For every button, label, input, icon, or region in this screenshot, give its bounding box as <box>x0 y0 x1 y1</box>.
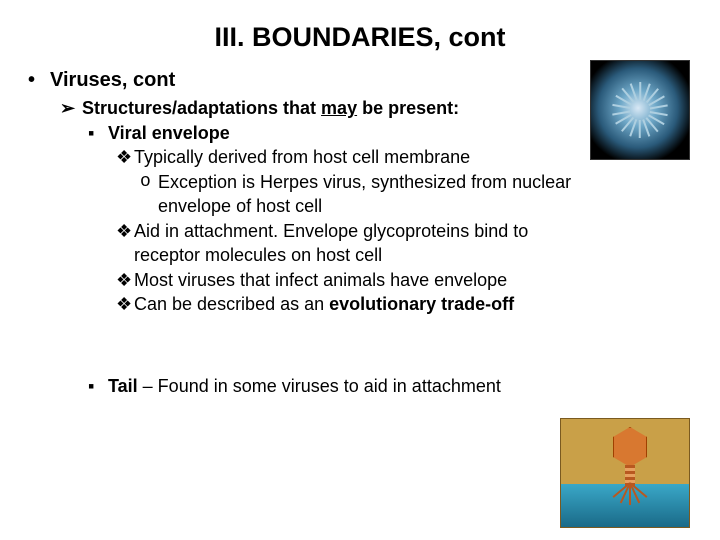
bullet-circle-icon: o <box>140 171 158 194</box>
exception-line-1: Exception is Herpes virus, synthesized f… <box>158 171 571 194</box>
item-text: Most viruses that infect animals have en… <box>134 269 507 292</box>
bullet-level-4: ❖ Most viruses that infect animals have … <box>116 269 700 292</box>
bacteriophage-image <box>560 418 690 528</box>
virus-image <box>590 60 690 160</box>
virus-spikes-icon <box>612 82 668 138</box>
exception-line-2: envelope of host cell <box>158 195 322 218</box>
item-line-2: receptor molecules on host cell <box>134 244 382 267</box>
tail-rest: – Found in some viruses to aid in attach… <box>138 376 501 396</box>
lvl2-text: Structures/adaptations that may be prese… <box>82 98 459 119</box>
bullet-level-5-cont: envelope of host cell <box>140 195 700 218</box>
lvl1-text: Viruses, cont <box>50 69 175 92</box>
lvl2-underlined: may <box>321 98 357 118</box>
bullet-level-4: ❖ Can be described as an evolutionary tr… <box>116 293 700 316</box>
item-prefix: Can be described as an <box>134 294 329 314</box>
bullet-arrow-icon: ➢ <box>60 98 82 119</box>
bullet-square-icon: ▪ <box>88 376 108 397</box>
bullet-diamond-icon: ❖ <box>116 293 134 316</box>
item-bold: evolutionary trade-off <box>329 294 514 314</box>
lvl2-suffix: be present: <box>357 98 459 118</box>
spacer <box>140 195 158 218</box>
lvl2-prefix: Structures/adaptations that <box>82 98 321 118</box>
bullet-level-4: ❖ Aid in attachment. Envelope glycoprote… <box>116 220 700 243</box>
tail-bold: Tail <box>108 376 138 396</box>
tail-text: Tail – Found in some viruses to aid in a… <box>108 376 501 397</box>
bullet-diamond-icon: ❖ <box>116 220 134 243</box>
bullet-level-5: o Exception is Herpes virus, synthesized… <box>140 171 700 194</box>
item-text: Typically derived from host cell membran… <box>134 146 470 169</box>
bullet-diamond-icon: ❖ <box>116 146 134 169</box>
spacer <box>116 244 134 267</box>
bullet-diamond-icon: ❖ <box>116 269 134 292</box>
item-text: Can be described as an evolutionary trad… <box>134 293 514 316</box>
phage-head-icon <box>613 427 647 467</box>
bullet-disc-icon: • <box>28 69 50 92</box>
envelope-label: Viral envelope <box>108 123 230 144</box>
slide-title: III. BOUNDARIES, cont <box>0 0 720 69</box>
bullet-square-icon: ▪ <box>88 123 108 144</box>
bullet-level-4-cont: receptor molecules on host cell <box>116 244 700 267</box>
bullet-level-3-tail: ▪ Tail – Found in some viruses to aid in… <box>88 376 700 397</box>
item-line-1: Aid in attachment. Envelope glycoprotein… <box>134 220 528 243</box>
